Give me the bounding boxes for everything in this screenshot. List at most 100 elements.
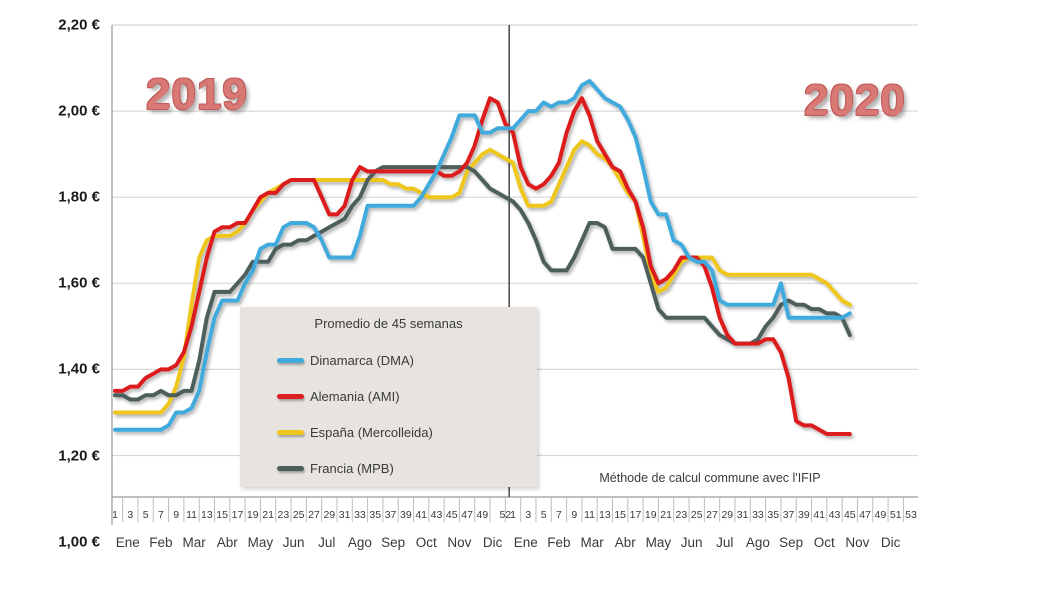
week-tick-label: 7 — [556, 509, 562, 521]
week-tick-label: 25 — [292, 509, 305, 521]
month-label: Mar — [580, 535, 604, 550]
week-tick-label: 47 — [859, 509, 871, 521]
y-tick-label: 1,80 € — [58, 188, 100, 206]
year-label-2020: 2020 — [804, 76, 906, 125]
legend-swatch-icon — [277, 430, 304, 435]
legend-label: Dinamarca (DMA) — [310, 353, 415, 368]
month-label: Oct — [813, 535, 835, 550]
legend: Promedio de 45 semanas Dinamarca (DMA) Al… — [240, 307, 537, 487]
week-tick-label: 35 — [767, 509, 780, 521]
week-tick-label: 41 — [813, 509, 825, 521]
week-tick-label: 47 — [461, 509, 473, 521]
week-tick-label: 19 — [246, 509, 259, 521]
week-tick-label: 45 — [445, 509, 458, 521]
legend-label: España (Mercolleida) — [310, 425, 433, 440]
week-tick-label: 21 — [262, 509, 274, 521]
month-label: Jun — [282, 535, 305, 550]
week-tick-label: 41 — [415, 509, 427, 521]
series-line-1 — [113, 79, 852, 432]
week-tick-label: 39 — [798, 509, 810, 521]
month-label: Ago — [745, 535, 770, 550]
month-label: Jun — [680, 535, 703, 550]
legend-swatch-icon — [277, 358, 304, 363]
week-tick-label: 27 — [308, 509, 320, 521]
legend-item: Francia (MPB) — [240, 459, 537, 479]
month-label: Ene — [513, 535, 538, 550]
legend-title: Promedio de 45 semanas — [314, 316, 463, 331]
week-tick-label: 49 — [874, 509, 887, 521]
week-tick-label: 15 — [614, 509, 626, 521]
month-label: May — [247, 535, 274, 550]
series-line-4 — [113, 165, 852, 402]
month-label: Feb — [149, 535, 173, 550]
month-label: Ago — [347, 535, 372, 550]
week-tick-label: 17 — [629, 509, 642, 521]
y-tick-label: 1,60 € — [58, 274, 100, 292]
month-label: Dic — [482, 535, 503, 550]
week-tick-label: 25 — [690, 509, 703, 521]
legend-label: Francia (MPB) — [310, 461, 394, 476]
month-label: Nov — [845, 535, 870, 550]
legend-item: Dinamarca (DMA) — [240, 351, 537, 371]
week-tick-label: 19 — [644, 509, 657, 521]
y-tick-label: 1,00 € — [58, 533, 100, 551]
month-label: Abr — [614, 535, 636, 550]
week-tick-label: 15 — [216, 509, 228, 521]
month-label: Sep — [381, 535, 406, 550]
week-tick-label: 13 — [599, 509, 611, 521]
week-tick-label: 27 — [706, 509, 718, 521]
week-tick-label: 52 — [499, 509, 512, 521]
week-tick-label: 35 — [369, 509, 382, 521]
month-label: Nov — [447, 535, 472, 550]
week-tick-label: 1 — [112, 509, 118, 521]
legend-item: España (Mercolleida) — [240, 423, 537, 443]
month-label: May — [645, 535, 672, 550]
year-label-2019: 2019 — [146, 70, 248, 119]
month-label: Dic — [880, 535, 901, 550]
y-tick-label: 1,20 € — [58, 447, 100, 464]
week-tick-label: 51 — [889, 509, 902, 521]
series-lines — [113, 79, 852, 436]
week-tick-label: 9 — [173, 509, 180, 521]
series-line-3 — [113, 139, 852, 415]
week-tick-label: 9 — [571, 509, 578, 521]
month-label: Oct — [415, 535, 437, 550]
week-tick-label: 13 — [201, 509, 213, 521]
month-label: Feb — [547, 535, 571, 550]
series-line-2 — [113, 96, 852, 436]
month-label: Jul — [716, 535, 734, 550]
week-tick-label: 31 — [736, 509, 749, 521]
week-tick-label: 33 — [354, 509, 366, 521]
month-label: Mar — [182, 535, 206, 550]
legend-item: Alemania (AMI) — [240, 387, 537, 407]
week-tick-label: 29 — [323, 509, 336, 521]
week-tick-label: 31 — [338, 509, 351, 521]
week-tick-label: 17 — [231, 509, 244, 521]
y-tick-label: 1,40 € — [58, 360, 100, 378]
month-label: Abr — [216, 535, 238, 550]
week-tick-label: 39 — [400, 509, 412, 521]
week-tick-label: 11 — [186, 509, 197, 521]
week-tick-label: 37 — [782, 509, 795, 521]
month-label: Ene — [115, 535, 140, 550]
week-tick-label: 23 — [675, 509, 688, 521]
y-tick-label: 2,00 € — [58, 102, 100, 120]
week-tick-label: 21 — [660, 509, 672, 521]
week-tick-label: 5 — [142, 509, 149, 521]
y-tick-label: 2,20 € — [58, 16, 100, 34]
week-tick-label: 1 — [510, 509, 516, 521]
week-tick-label: 53 — [905, 509, 917, 521]
legend-swatch-icon — [277, 394, 304, 399]
week-tick-label: 49 — [476, 509, 489, 521]
week-tick-label: 5 — [540, 509, 547, 521]
week-tick-label: 3 — [525, 509, 532, 521]
week-tick-label: 33 — [752, 509, 764, 521]
legend-swatch-icon — [277, 466, 304, 471]
legend-label: Alemania (AMI) — [310, 389, 400, 404]
week-tick-label: 11 — [584, 509, 595, 521]
month-label: Sep — [779, 535, 804, 550]
week-tick-label: 3 — [127, 509, 134, 521]
week-tick-label: 43 — [430, 509, 443, 521]
month-label: Jul — [318, 535, 336, 550]
